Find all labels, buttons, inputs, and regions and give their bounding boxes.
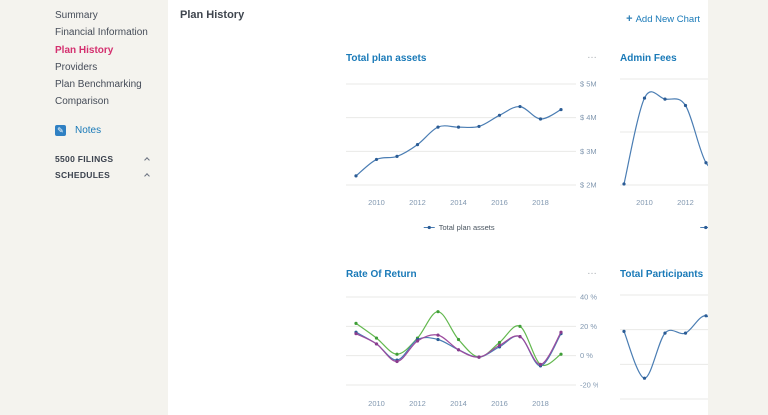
svg-text:2016: 2016 <box>491 399 508 408</box>
svg-text:2016: 2016 <box>491 198 508 207</box>
chart-title: Total Participants <box>620 268 704 280</box>
svg-text:2014: 2014 <box>450 399 467 408</box>
main-content: Plan History + Add New Chart Total plan … <box>168 0 768 415</box>
chart-card-total-plan-assets: Total plan assets … $ 5M $ 4M $ 3M $ 2M 2010 20… <box>346 50 598 244</box>
svg-text:2010: 2010 <box>636 413 653 415</box>
sidebar-section-schedules[interactable]: SCHEDULES <box>0 167 168 182</box>
svg-text:2012: 2012 <box>409 198 426 207</box>
plus-icon: + <box>626 13 633 25</box>
chart-menu-icon[interactable]: … <box>587 50 598 61</box>
page-title: Plan History <box>180 9 245 21</box>
chart-title: Admin Fees <box>620 52 677 64</box>
svg-text:0 %: 0 % <box>580 351 593 360</box>
add-new-chart-button[interactable]: + Add New Chart <box>626 13 700 25</box>
sidebar-item-summary[interactable]: Summary <box>55 10 98 21</box>
svg-text:-20 %: -20 % <box>580 381 598 390</box>
chart-title: Total plan assets <box>346 52 427 64</box>
svg-text:2010: 2010 <box>368 198 385 207</box>
svg-text:40 %: 40 % <box>580 293 597 302</box>
svg-text:Total plan assets: Total plan assets <box>439 223 495 232</box>
sidebar-item-comparison[interactable]: Comparison <box>55 96 109 108</box>
sidebar-item-providers[interactable]: Providers <box>55 61 98 73</box>
sidebar-item-financial-information[interactable]: Financial Information <box>55 27 148 39</box>
chart-plot-rate-of-return: 40 % 20 % 0 % -20 % 2010 2012 2014 2016 2018 <box>346 293 598 408</box>
section-label: SCHEDULES <box>55 169 111 180</box>
svg-text:2012: 2012 <box>677 198 694 207</box>
sidebar-item-notes[interactable]: ✎ Notes <box>55 124 101 137</box>
notes-edit-icon: ✎ <box>55 125 66 136</box>
svg-text:20 %: 20 % <box>580 322 597 331</box>
sidebar: Summary Financial Information Plan History… <box>0 0 168 415</box>
svg-text:2010: 2010 <box>368 399 385 408</box>
sidebar-nav: Summary Financial Information Plan History… <box>0 0 168 111</box>
svg-text:2018: 2018 <box>532 399 549 408</box>
section-label: 5500 FILINGS <box>55 153 114 164</box>
sidebar-item-plan-benchmarking[interactable]: Plan Benchmarking <box>55 79 142 91</box>
right-gutter <box>708 0 768 415</box>
chart-card-rate-of-return: Rate Of Return … 40 % 20 % 0 % -20 % 2010 2012 2… <box>346 266 598 415</box>
sidebar-item-plan-history[interactable]: Plan History <box>55 44 114 56</box>
add-new-chart-label: Add New Chart <box>635 13 700 25</box>
sidebar-section-5500-filings[interactable]: 5500 FILINGS <box>0 151 168 166</box>
chevron-up-icon <box>144 172 150 179</box>
svg-text:$ 2M: $ 2M <box>580 181 597 190</box>
notes-label: Notes <box>75 125 102 136</box>
chart-plot-total-plan-assets: $ 5M $ 4M $ 3M $ 2M 2010 2012 2014 2016 2018 Tota… <box>346 80 597 232</box>
chevron-up-icon <box>144 156 150 163</box>
chart-menu-icon[interactable]: … <box>587 266 598 277</box>
svg-text:$ 4M: $ 4M <box>580 113 597 122</box>
svg-text:$ 5M: $ 5M <box>580 80 597 89</box>
svg-text:2010: 2010 <box>636 198 653 207</box>
svg-text:2018: 2018 <box>532 198 549 207</box>
chart-title: Rate Of Return <box>346 268 417 280</box>
svg-text:2012: 2012 <box>409 399 426 408</box>
svg-text:2012: 2012 <box>677 413 694 415</box>
svg-text:2014: 2014 <box>450 198 467 207</box>
svg-text:$ 3M: $ 3M <box>580 147 597 156</box>
